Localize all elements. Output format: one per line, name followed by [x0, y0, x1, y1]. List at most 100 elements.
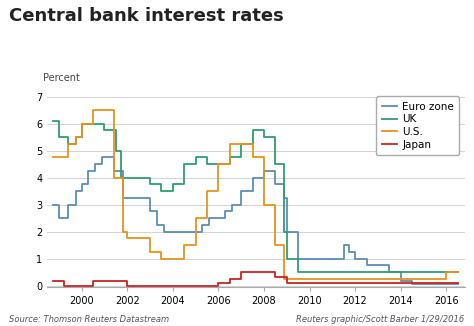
U.S. [444, 270, 449, 274]
Euro zone [99, 156, 105, 159]
Euro zone [206, 216, 212, 220]
UK [101, 128, 107, 132]
Euro zone [124, 196, 130, 200]
Japan [113, 279, 118, 283]
Euro zone [101, 156, 107, 159]
U.S. [101, 108, 107, 112]
Euro zone [120, 196, 126, 200]
U.S. [50, 156, 56, 159]
UK [284, 257, 290, 260]
UK [227, 156, 233, 159]
Line: Euro zone: Euro zone [53, 157, 458, 284]
Euro zone [238, 189, 244, 193]
U.S. [295, 277, 301, 281]
UK [113, 149, 118, 153]
U.S. [216, 162, 221, 166]
Japan [295, 281, 301, 285]
Euro zone [147, 209, 153, 213]
UK [307, 270, 312, 274]
Japan [284, 281, 290, 285]
Euro zone [409, 282, 415, 286]
Euro zone [110, 169, 116, 173]
Japan [204, 284, 210, 288]
Euro zone [364, 263, 369, 267]
U.S. [73, 135, 79, 139]
U.S. [438, 277, 444, 281]
Japan [261, 270, 267, 274]
UK [136, 176, 141, 180]
Euro zone [420, 282, 426, 286]
UK [79, 122, 84, 126]
U.S. [158, 257, 164, 260]
Euro zone [216, 216, 221, 220]
Euro zone [307, 257, 312, 260]
U.S. [56, 156, 62, 159]
Japan [50, 279, 56, 283]
U.S. [110, 176, 116, 180]
Euro zone [222, 209, 228, 213]
Japan [90, 279, 96, 283]
Euro zone [329, 257, 335, 260]
Euro zone [136, 196, 141, 200]
U.S. [284, 277, 290, 281]
Euro zone [341, 243, 346, 247]
Euro zone [375, 263, 381, 267]
Line: Japan: Japan [53, 272, 458, 286]
U.S. [90, 108, 96, 112]
Euro zone [154, 223, 160, 227]
Euro zone [346, 250, 352, 254]
Text: Source: Thomson Reuters Datastream: Source: Thomson Reuters Datastream [9, 315, 170, 324]
UK [90, 122, 96, 126]
Japan [216, 281, 221, 285]
U.S. [170, 257, 175, 260]
Euro zone [386, 270, 392, 274]
UK [147, 183, 153, 186]
Euro zone [73, 189, 79, 193]
Euro zone [92, 162, 98, 166]
UK [56, 135, 62, 139]
Euro zone [182, 230, 187, 233]
U.S. [136, 236, 141, 240]
Euro zone [200, 223, 205, 227]
Japan [79, 284, 84, 288]
U.S. [124, 236, 130, 240]
Euro zone [86, 169, 91, 173]
UK [250, 128, 255, 132]
UK [50, 119, 56, 123]
UK [158, 189, 164, 193]
Euro zone [161, 230, 166, 233]
Text: Central bank interest rates: Central bank interest rates [9, 7, 284, 24]
Legend: Euro zone, UK, U.S., Japan: Euro zone, UK, U.S., Japan [376, 96, 459, 155]
Euro zone [432, 282, 438, 286]
UK [295, 270, 301, 274]
Euro zone [229, 203, 235, 207]
U.S. [455, 270, 461, 274]
UK [182, 162, 187, 166]
Japan [62, 284, 67, 288]
Japan [444, 281, 449, 285]
Japan [455, 281, 461, 285]
UK [444, 270, 449, 274]
UK [216, 162, 221, 166]
UK [282, 230, 287, 233]
UK [118, 176, 124, 180]
Euro zone [444, 282, 449, 286]
U.S. [261, 203, 267, 207]
U.S. [147, 250, 153, 254]
UK [73, 135, 79, 139]
Line: UK: UK [53, 121, 458, 272]
Japan [227, 277, 233, 281]
Japan [56, 279, 62, 283]
Text: Reuters graphic/Scott Barber 1/29/2016: Reuters graphic/Scott Barber 1/29/2016 [296, 315, 465, 324]
U.S. [65, 142, 71, 146]
Euro zone [273, 183, 278, 186]
Japan [124, 284, 130, 288]
UK [204, 162, 210, 166]
Text: Percent: Percent [43, 73, 80, 83]
U.S. [79, 122, 84, 126]
UK [170, 183, 175, 186]
Euro zone [56, 216, 62, 220]
U.S. [238, 142, 244, 146]
U.S. [273, 243, 278, 247]
Japan [101, 279, 107, 283]
